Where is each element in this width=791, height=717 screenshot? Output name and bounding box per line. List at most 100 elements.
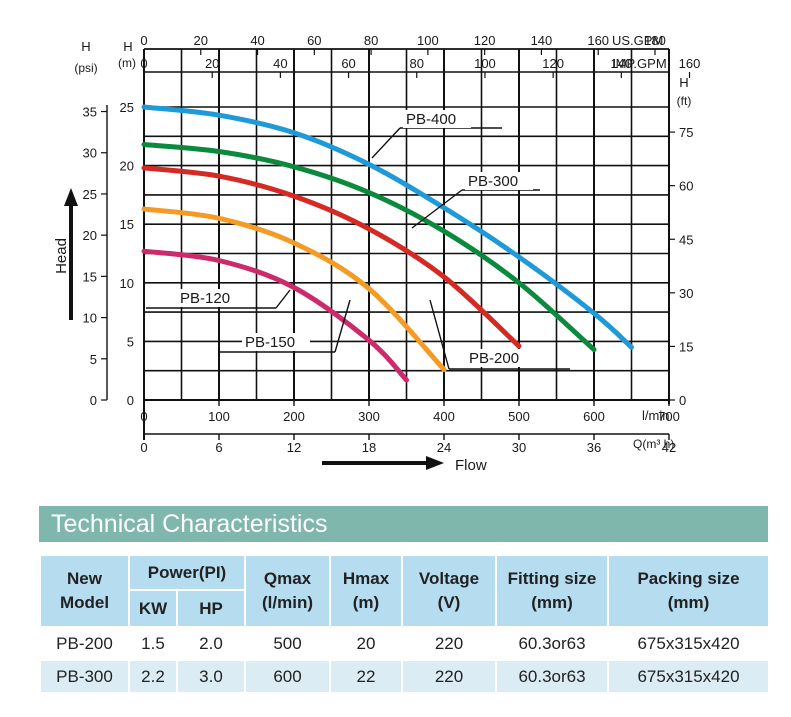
chart-callouts: PB-400 PB-300 PB-200 PB-150 PB-120 [146,110,570,370]
tick-label-ft: 0 [679,393,686,408]
head-arrow-icon [64,188,78,320]
tick-label-psi: 20 [83,228,97,243]
cell-hp: 3.0 [176,659,246,694]
header-new-model: New Model [39,554,130,628]
chart-axes [106,48,670,440]
y-m-label: H [123,39,132,54]
tick-label-psi: 5 [90,352,97,367]
header-voltage: Voltage (V) [401,554,497,628]
curve-pb-200 [141,165,522,349]
cell-hp: 2.0 [176,626,246,661]
callout-label: PB-150 [245,334,295,351]
tick-label-lmin: 600 [583,409,605,424]
cell-kw: 2.2 [128,659,178,694]
tick-label-lmin: 400 [433,409,455,424]
tick-label-lmin: 300 [358,409,380,424]
imp-gpm-unit: IMP.GPM [612,56,667,71]
tick-label-us-gpm: 140 [531,33,553,48]
tick-label-psi: 10 [83,311,97,326]
curve-pb-300 [141,142,597,353]
tick-label-imp-gpm: 160 [679,56,701,71]
tick-label-psi: 35 [83,105,97,120]
tick-label-us-gpm: 80 [364,33,378,48]
callout-bg [403,110,471,128]
curve-pb-150 [141,206,447,372]
head-label: Head [53,238,70,274]
spec-table: New Model Power(PI) Qmax (l/min) Hmax (m) V… [39,554,770,694]
table-row: PB-300 2.2 3.0 600 22 220 60.3or63 675x3… [39,659,770,694]
cell-voltage: 220 [401,626,497,661]
callout-label: PB-200 [469,350,519,367]
chart-series [141,104,634,383]
table-row: PB-200 1.5 2.0 500 20 220 60.3or63 675x3… [39,626,770,661]
lmin-unit: l/min [642,408,669,423]
tick-label-lmin: 500 [508,409,530,424]
y-psi-label: H [81,39,90,54]
callout-bg [242,333,310,351]
curve-pb-400 [141,104,634,350]
chart-grid [143,48,670,401]
tick-label-m3h: 36 [587,440,601,455]
section-title: Technical Characteristics [39,506,768,542]
callout-leader [411,189,463,229]
cell-packing: 675x315x420 [607,659,770,694]
cell-packing: 675x315x420 [607,626,770,661]
header-packing-size: Packing size (mm) [607,554,770,628]
header-hmax: Hmax (m) [329,554,403,628]
cell-fitting: 60.3or63 [495,659,609,694]
tick-label-us-gpm: 0 [140,33,147,48]
callout-bg [465,172,533,190]
tick-label-m3h: 42 [662,440,676,455]
tick-label-m3h: 30 [512,440,526,455]
callout-leader [371,127,401,159]
callout-leader [275,289,291,309]
tick-label-psi: 15 [83,269,97,284]
callout-label: PB-300 [468,173,518,190]
tick-label-psi: 25 [83,187,97,202]
tick-label-lmin: 100 [208,409,230,424]
tick-label-m3h: 0 [140,440,147,455]
tick-label-us-gpm: 180 [644,33,666,48]
tick-label-m: 10 [120,276,134,291]
header-fitting-size: Fitting size (mm) [495,554,609,628]
tick-label-imp-gpm: 80 [410,56,424,71]
tick-label-m3h: 18 [362,440,376,455]
y-m-unit: (m) [118,56,136,70]
tick-label-us-gpm: 120 [474,33,496,48]
tick-label-m3h: 24 [437,440,451,455]
tick-label-ft: 75 [679,125,693,140]
m3h-unit: Q(m³ h) [633,437,674,451]
tick-label-us-gpm: 100 [417,33,439,48]
tick-label-imp-gpm: 100 [474,56,496,71]
cell-model: PB-300 [39,659,130,694]
us-gpm-unit: US.GPM [612,33,663,48]
tick-label-us-gpm: 20 [194,33,208,48]
header-qmax: Qmax (l/min) [244,554,331,628]
tick-label-us-gpm: 160 [587,33,609,48]
curve-pb-120 [141,248,409,383]
tick-label-imp-gpm: 20 [205,56,219,71]
tick-label-lmin: 700 [658,409,680,424]
tick-label-lmin: 0 [140,409,147,424]
tick-label-m: 20 [120,159,134,174]
tick-label-ft: 15 [679,339,693,354]
header-kw: KW [128,589,178,628]
cell-hmax: 20 [329,626,403,661]
tick-label-m3h: 12 [287,440,301,455]
tick-label-lmin: 200 [283,409,305,424]
cell-model: PB-200 [39,626,130,661]
header-hp: HP [176,589,246,628]
cell-qmax: 600 [244,659,331,694]
flow-label: Flow [455,457,487,474]
header-power: Power(PI) [128,554,246,591]
y-ft-label: H [679,75,688,90]
tick-label-imp-gpm: 40 [273,56,287,71]
tick-label-psi: 0 [90,393,97,408]
callout-leader [334,299,351,353]
tick-label-m3h: 6 [215,440,222,455]
tick-label-m: 15 [120,217,134,232]
tick-label-imp-gpm: 120 [542,56,564,71]
tick-label-us-gpm: 60 [307,33,321,48]
